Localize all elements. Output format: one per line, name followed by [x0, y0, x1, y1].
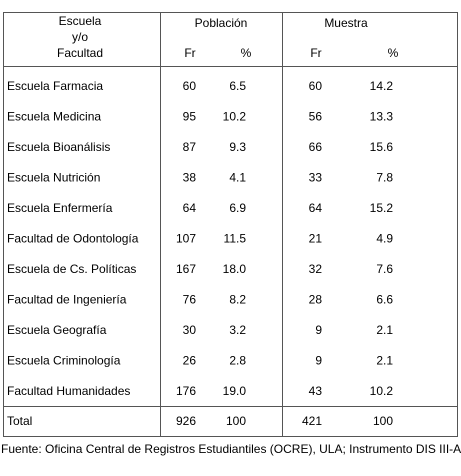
row-label: Escuela Criminología: [7, 354, 121, 368]
row-label: Total: [7, 414, 32, 428]
cell: 6.6: [376, 293, 393, 307]
cell: 66: [309, 140, 323, 154]
row-label: Facultad de Ingeniería: [7, 293, 127, 307]
cell: 167: [176, 262, 196, 276]
header-label: y/o: [72, 30, 88, 44]
row-label: Escuela Medicina: [7, 110, 101, 124]
cell: 926: [176, 414, 196, 428]
sub-header: Fr: [310, 46, 321, 60]
cell: 87: [183, 140, 197, 154]
group-header: Población: [195, 16, 248, 30]
cell: 76: [183, 293, 197, 307]
row-label: Escuela Nutrición: [7, 171, 100, 185]
cell: 60: [183, 79, 197, 93]
cell: 64: [183, 201, 197, 215]
cell: 64: [309, 201, 323, 215]
sub-header: %: [388, 46, 399, 60]
cell: 56: [309, 110, 323, 124]
cell: 14.2: [370, 79, 394, 93]
cell: 19.0: [223, 384, 247, 398]
cell: 6.9: [229, 201, 246, 215]
cell: 21: [309, 232, 323, 246]
cell: 18.0: [223, 262, 247, 276]
cell: 3.2: [229, 323, 246, 337]
source-note: Fuente: Oficina Central de Registros Est…: [1, 442, 461, 456]
cell: 100: [226, 414, 246, 428]
cell: 38: [183, 171, 197, 185]
cell: 95: [183, 110, 197, 124]
cell: 4.1: [229, 171, 246, 185]
row-label: Facultad de Odontología: [7, 232, 139, 246]
cell: 15.6: [370, 140, 394, 154]
cell: 9.3: [229, 140, 246, 154]
cell: 2.1: [376, 354, 393, 368]
cell: 7.8: [376, 171, 393, 185]
cell: 107: [176, 232, 196, 246]
row-label: Escuela de Cs. Políticas: [7, 262, 136, 276]
cell: 28: [309, 293, 323, 307]
cell: 15.2: [370, 201, 394, 215]
sub-header: %: [241, 46, 252, 60]
row-label: Escuela Geografía: [7, 323, 107, 337]
cell: 2.8: [229, 354, 246, 368]
row-label: Facultad Humanidades: [7, 384, 130, 398]
cell: 100: [373, 414, 393, 428]
cell: 6.5: [229, 79, 246, 93]
row-label: Escuela Bioanálisis: [7, 140, 110, 154]
cell: 33: [309, 171, 323, 185]
cell: 30: [183, 323, 197, 337]
cell: 10.2: [370, 384, 394, 398]
cell: 8.2: [229, 293, 246, 307]
cell: 60: [309, 79, 323, 93]
cell: 7.6: [376, 262, 393, 276]
header-label: Facultad: [57, 46, 103, 60]
cell: 43: [309, 384, 323, 398]
header-label: Escuela: [59, 14, 102, 28]
cell: 176: [176, 384, 196, 398]
sub-header: Fr: [184, 46, 195, 60]
cell: 4.9: [376, 232, 393, 246]
cell: 13.3: [370, 110, 394, 124]
cell: 2.1: [376, 323, 393, 337]
row-label: Escuela Farmacia: [7, 79, 103, 93]
cell: 11.5: [224, 232, 247, 246]
cell: 9: [315, 354, 322, 368]
cell: 10.2: [223, 110, 247, 124]
row-label: Escuela Enfermería: [7, 201, 113, 215]
group-header: Muestra: [324, 16, 368, 30]
cell: 9: [315, 323, 322, 337]
cell: 32: [309, 262, 323, 276]
cell: 26: [183, 354, 197, 368]
cell: 421: [302, 414, 322, 428]
